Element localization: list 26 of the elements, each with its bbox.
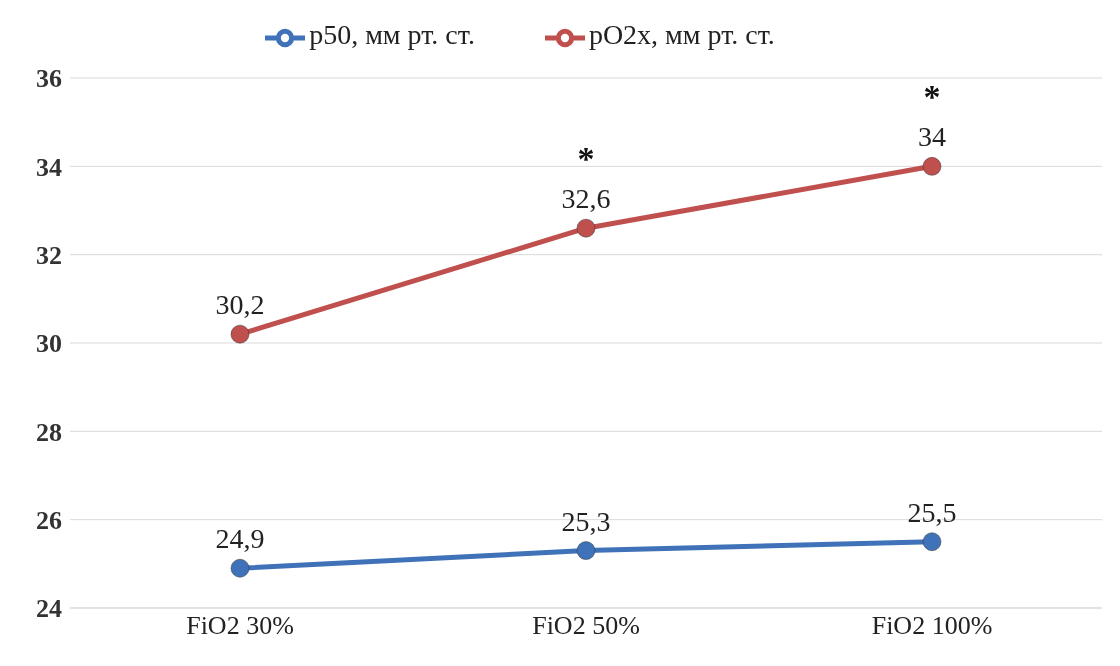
y-tick-label: 24 [36,594,62,624]
y-tick-label: 26 [36,505,62,535]
data-label: 24,9 [215,523,265,555]
data-label: 30,2 [215,289,265,321]
y-tick-label: 36 [36,64,62,94]
y-tick-label: 30 [36,329,62,359]
point [230,558,250,578]
y-tick-label: 34 [36,152,62,182]
x-tick-label: FiO2 30% [186,611,294,641]
legend-label: p50, мм рт. ст. [309,19,475,51]
data-label: 25,3 [561,505,611,537]
point [576,218,596,238]
data-label: 34 [918,121,946,153]
point [922,156,942,176]
data-label: 25,5 [907,496,957,528]
x-tick-label: FiO2 100% [871,611,993,641]
annotation: * [923,78,941,116]
y-tick-label: 32 [36,240,62,270]
point [230,324,250,344]
annotation: * [577,140,595,178]
x-tick-label: FiO2 50% [532,611,640,641]
y-tick-label: 28 [36,417,62,447]
point [922,532,942,552]
data-label: 32,6 [561,183,611,215]
point [576,541,596,561]
legend-label: pO2x, мм рт. ст. [588,19,775,51]
